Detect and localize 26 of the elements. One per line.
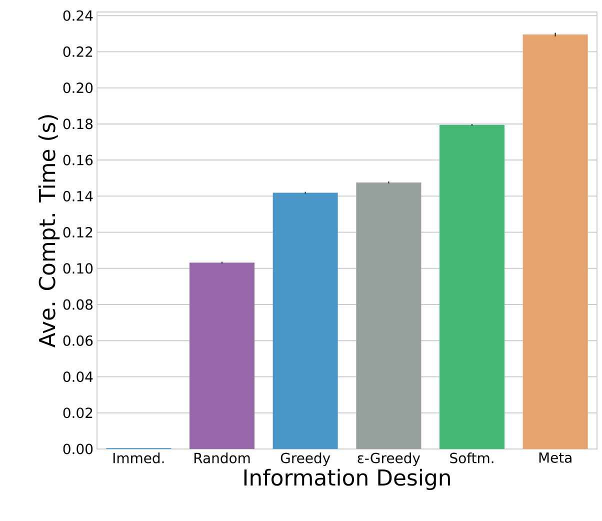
y-tick-label: 0.06	[63, 335, 93, 346]
y-tick-label: 0.02	[63, 408, 92, 418]
y-tick-label: 0.04	[63, 371, 93, 382]
bar	[272, 192, 338, 449]
x-tick-label: Greedy	[280, 452, 330, 466]
x-tick-label: Meta	[539, 452, 572, 463]
x-axis-title: Information Design	[244, 468, 450, 490]
x-tick-label: Immed.	[113, 452, 164, 464]
x-tick-label: ε-Greedy	[358, 452, 420, 466]
bar	[190, 262, 255, 449]
y-tick-label: 0.24	[63, 10, 93, 21]
y-tick-label: 0.16	[63, 154, 93, 166]
y-tick-label: 0.18	[63, 118, 93, 130]
y-tick-label: 0.14	[63, 190, 93, 202]
y-tick-label: 0.12	[63, 227, 92, 238]
y-tick-label: 0.08	[63, 299, 93, 310]
bar	[356, 182, 422, 449]
x-tick-label: Random	[194, 452, 250, 464]
bar	[522, 34, 588, 449]
y-tick-label: 0.22	[63, 46, 92, 57]
y-tick-label: 0.00	[63, 444, 93, 454]
bar	[440, 124, 505, 449]
y-tick-label: 0.10	[63, 263, 93, 274]
x-tick-label: Softm.	[450, 452, 494, 464]
y-axis-title: Ave. Compt. Time (s)	[38, 115, 60, 348]
y-tick-label: 0.20	[63, 82, 93, 94]
